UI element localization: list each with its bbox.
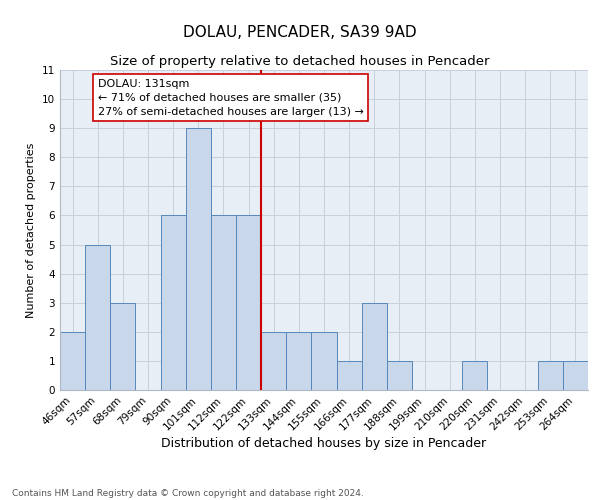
Bar (538, 361, 563, 390)
Bar (387, 361, 412, 390)
Bar (161, 216, 186, 390)
Bar (337, 361, 362, 390)
Text: DOLAU, PENCADER, SA39 9AD: DOLAU, PENCADER, SA39 9AD (183, 25, 417, 40)
Bar (211, 216, 236, 390)
Text: Contains HM Land Registry data © Crown copyright and database right 2024.: Contains HM Land Registry data © Crown c… (12, 488, 364, 498)
Bar (186, 128, 211, 390)
Bar (286, 332, 311, 390)
Bar (462, 361, 487, 390)
X-axis label: Distribution of detached houses by size in Pencader: Distribution of detached houses by size … (161, 438, 487, 450)
Bar (261, 332, 286, 390)
Bar (236, 216, 261, 390)
Bar (85, 244, 110, 390)
Bar (60, 332, 85, 390)
Bar (563, 361, 588, 390)
Bar (362, 302, 387, 390)
Bar (311, 332, 337, 390)
Y-axis label: Number of detached properties: Number of detached properties (26, 142, 37, 318)
Bar (110, 302, 136, 390)
Text: Size of property relative to detached houses in Pencader: Size of property relative to detached ho… (110, 55, 490, 68)
Text: DOLAU: 131sqm
← 71% of detached houses are smaller (35)
27% of semi-detached hou: DOLAU: 131sqm ← 71% of detached houses a… (98, 78, 364, 116)
